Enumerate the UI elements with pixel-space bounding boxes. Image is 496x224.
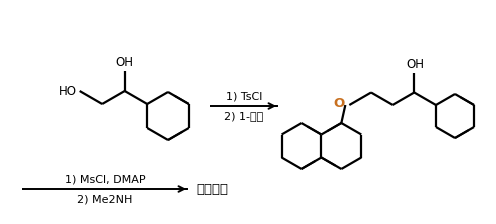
Text: OH: OH [406, 58, 424, 71]
Text: OH: OH [116, 56, 134, 69]
Text: 1) TsCl: 1) TsCl [226, 91, 262, 101]
Text: O: O [333, 97, 344, 110]
Text: 2) 1-氟萸: 2) 1-氟萸 [224, 111, 264, 121]
Text: HO: HO [59, 84, 77, 97]
Text: 2) Me2NH: 2) Me2NH [77, 194, 133, 204]
Text: 达泊西汀: 达泊西汀 [196, 183, 228, 196]
Text: 1) MsCl, DMAP: 1) MsCl, DMAP [64, 174, 145, 184]
